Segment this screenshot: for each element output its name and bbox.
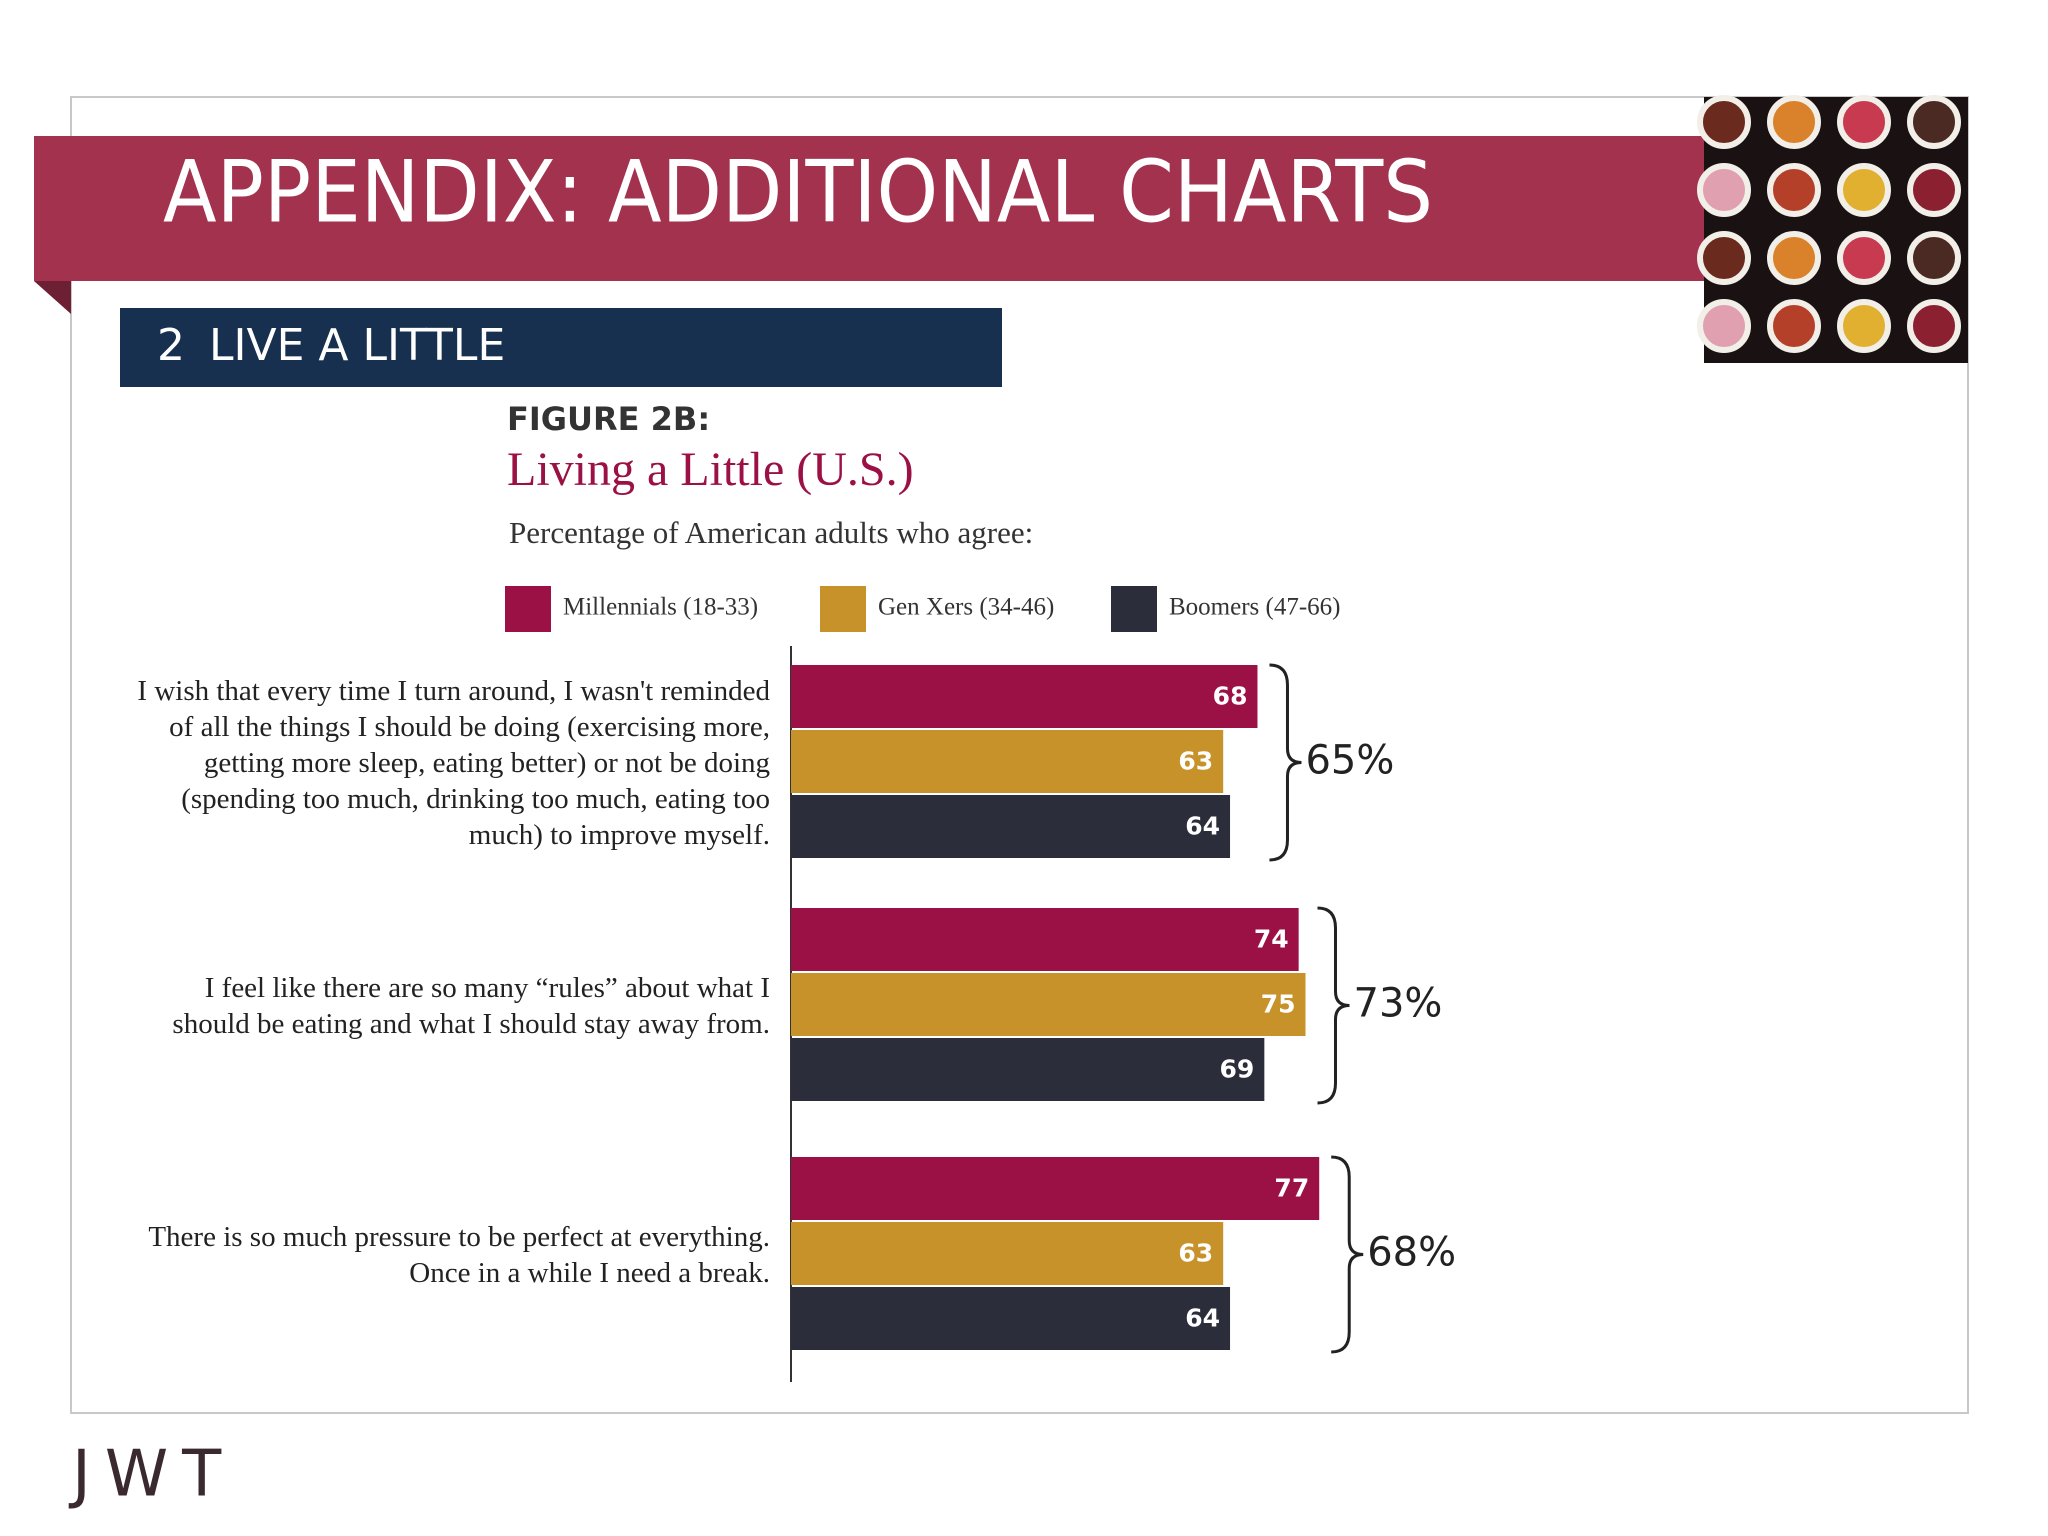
chocolate xyxy=(1767,231,1821,285)
chocolate xyxy=(1907,231,1961,285)
figure-label: FIGURE 2B: xyxy=(507,400,710,438)
group-brace xyxy=(1331,1155,1364,1354)
chocolate xyxy=(1767,163,1821,217)
chocolate xyxy=(1837,299,1891,353)
chocolate-photo xyxy=(1697,95,1968,363)
title-banner xyxy=(34,136,1704,281)
bar xyxy=(791,908,1299,971)
category-label: I wish that every time I turn around, I … xyxy=(137,674,770,851)
group-total: 65% xyxy=(1305,738,1394,784)
chocolate xyxy=(1767,95,1821,149)
chart-title: Living a Little (U.S.) xyxy=(507,443,914,496)
bar xyxy=(791,1157,1320,1220)
group-brace xyxy=(1269,663,1302,862)
slide-title: APPENDIX: ADDITIONAL CHARTS xyxy=(163,142,1433,242)
value-label: 68 xyxy=(1213,682,1248,711)
bar xyxy=(791,1222,1224,1285)
value-label: 69 xyxy=(1220,1055,1255,1084)
legend-swatch xyxy=(1111,586,1157,632)
value-label: 63 xyxy=(1178,1239,1213,1268)
chocolate xyxy=(1907,163,1961,217)
chocolate xyxy=(1697,231,1751,285)
banner-fold xyxy=(34,281,71,314)
legend-swatch xyxy=(820,586,866,632)
bar xyxy=(791,973,1306,1036)
legend-label: Gen Xers (34-46) xyxy=(878,594,1054,621)
legend-swatch xyxy=(505,586,551,632)
bar xyxy=(791,1038,1265,1101)
group-total: 68% xyxy=(1367,1230,1456,1276)
section-number: 2 xyxy=(157,320,185,371)
value-label: 75 xyxy=(1261,990,1296,1019)
chocolate xyxy=(1697,95,1751,149)
chocolate xyxy=(1907,299,1961,353)
logo: JWT xyxy=(68,1438,235,1512)
section-bar xyxy=(120,308,1002,387)
group-brace xyxy=(1317,906,1350,1105)
chocolate xyxy=(1697,163,1751,217)
category-label: I feel like there are so many “rules” ab… xyxy=(172,971,770,1040)
chocolate xyxy=(1837,231,1891,285)
value-label: 74 xyxy=(1254,925,1289,954)
value-label: 64 xyxy=(1185,812,1220,841)
bar xyxy=(791,1287,1231,1350)
chocolate xyxy=(1907,95,1961,149)
value-label: 64 xyxy=(1185,1304,1220,1333)
chocolate xyxy=(1837,163,1891,217)
value-label: 77 xyxy=(1274,1174,1309,1203)
bar xyxy=(791,730,1224,793)
legend-label: Boomers (47-66) xyxy=(1169,594,1341,621)
group-total: 73% xyxy=(1354,981,1443,1027)
chart-subtitle: Percentage of American adults who agree: xyxy=(509,515,1033,550)
value-label: 63 xyxy=(1178,747,1213,776)
chocolate xyxy=(1837,95,1891,149)
category-label: There is so much pressure to be perfect … xyxy=(148,1220,770,1289)
bar xyxy=(791,665,1258,728)
legend-label: Millennials (18-33) xyxy=(563,594,758,621)
chocolate xyxy=(1697,299,1751,353)
section-title: LIVE A LITTLE xyxy=(209,320,505,371)
chocolate xyxy=(1767,299,1821,353)
bar xyxy=(791,795,1231,858)
